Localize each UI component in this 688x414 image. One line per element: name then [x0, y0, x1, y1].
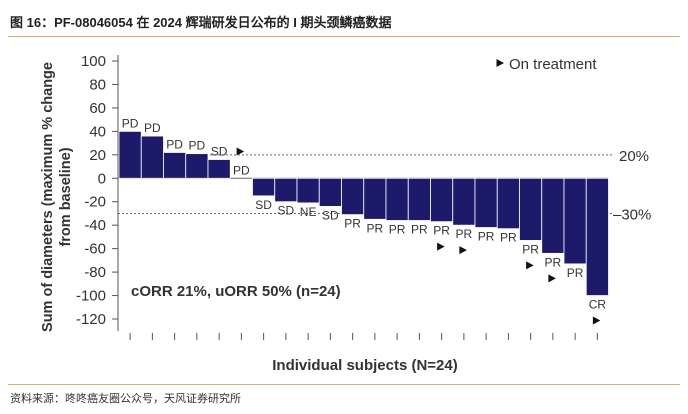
- bar: [585, 177, 609, 296]
- bar-response-label: NE: [300, 205, 317, 219]
- figure-title: 图 16：PF-08046054 在 2024 辉瑞研发日公布的 I 期头颈鳞癌…: [10, 15, 392, 30]
- bar-response-label: PR: [411, 222, 428, 236]
- y-tick-label: 40: [89, 123, 106, 140]
- bar: [519, 177, 543, 241]
- on-treatment-marker: [437, 242, 445, 251]
- chart-bars: [118, 130, 609, 296]
- bar: [430, 177, 454, 223]
- bar-response-label: PD: [189, 139, 206, 153]
- legend: On treatment: [496, 56, 597, 73]
- bar: [385, 177, 409, 221]
- bar-response-label: SD: [322, 208, 339, 222]
- bar: [140, 135, 164, 179]
- bar: [341, 177, 365, 216]
- chart-labels: PD PD PD PD SD PD SD SD NE SD PR PR PR PR PR PR PR PR PR PR…: [122, 116, 607, 325]
- bar-response-label: PD: [166, 137, 183, 151]
- bar: [474, 177, 498, 228]
- chart-axes: 100 80 60 40 20 0 -20 -40 -60 -80 -100 -120 20% –30%: [76, 53, 651, 340]
- on-treatment-marker: [526, 261, 534, 270]
- reference-line-label-1: 20%: [619, 148, 649, 165]
- bar: [163, 152, 187, 179]
- bar-response-label: PR: [567, 266, 584, 280]
- bar-response-label: PR: [456, 227, 473, 241]
- bar-response-label: PR: [500, 231, 517, 245]
- bar: [207, 159, 231, 179]
- bar: [541, 177, 565, 254]
- y-tick-label: 20: [89, 147, 106, 164]
- bar-response-label: PR: [433, 224, 450, 238]
- y-tick-label: -100: [76, 288, 106, 305]
- bar: [452, 177, 476, 226]
- y-tick-label: 100: [81, 53, 106, 70]
- bar: [274, 177, 298, 203]
- on-treatment-marker: [459, 246, 467, 255]
- bar-response-label: SD: [211, 145, 228, 159]
- y-tick-label: 80: [89, 76, 106, 93]
- on-treatment-marker: [236, 147, 245, 156]
- on-treatment-marker: [592, 316, 601, 325]
- bar: [318, 177, 342, 207]
- bar: [118, 130, 142, 179]
- bar-response-label: PR: [478, 230, 495, 244]
- y-tick-label: -40: [84, 217, 106, 234]
- bar-response-label: PR: [545, 255, 562, 269]
- y-tick-label: -120: [76, 311, 106, 328]
- bar-response-label: PR: [367, 221, 384, 235]
- bar: [252, 177, 276, 197]
- bar: [407, 177, 431, 221]
- figure-source: 资料来源：咚咚癌友圈公众号，天风证券研究所: [10, 393, 241, 405]
- bar-response-label: SD: [278, 204, 295, 218]
- bar-response-label: CR: [589, 298, 607, 312]
- header-rule: [8, 36, 680, 37]
- bar-response-label: PR: [344, 217, 361, 231]
- y-axis-label-line-2: from baseline): [58, 147, 74, 246]
- bar: [185, 153, 209, 179]
- y-tick-label: -20: [84, 194, 106, 211]
- bar-response-label: PD: [144, 121, 161, 135]
- y-tick-label: 0: [98, 170, 106, 187]
- bar-response-label: PD: [122, 116, 139, 130]
- legend-on-treatment-marker: [496, 59, 504, 67]
- y-axis-label-line-1: Sum of diameters (maximum % change: [40, 62, 56, 332]
- y-tick-label: 60: [89, 100, 106, 117]
- reference-line-label-2: –30%: [613, 206, 651, 223]
- y-tick-label: -80: [84, 264, 106, 281]
- bar: [363, 177, 387, 220]
- bar: [496, 177, 520, 230]
- response-rate-annotation: cORR 21%, uORR 50% (n=24): [131, 283, 341, 300]
- bar-response-label: SD: [255, 198, 272, 212]
- bar-response-label: PR: [389, 222, 406, 236]
- bar: [563, 177, 587, 265]
- x-axis-label: Individual subjects (N=24): [272, 357, 457, 374]
- bar-response-label: PR: [522, 242, 539, 256]
- y-tick-label: -60: [84, 241, 106, 258]
- footer-rule: [8, 384, 680, 385]
- bar: [296, 177, 320, 204]
- legend-on-treatment-label: On treatment: [509, 56, 597, 73]
- bar-response-label: PD: [233, 163, 250, 177]
- on-treatment-marker: [548, 274, 556, 283]
